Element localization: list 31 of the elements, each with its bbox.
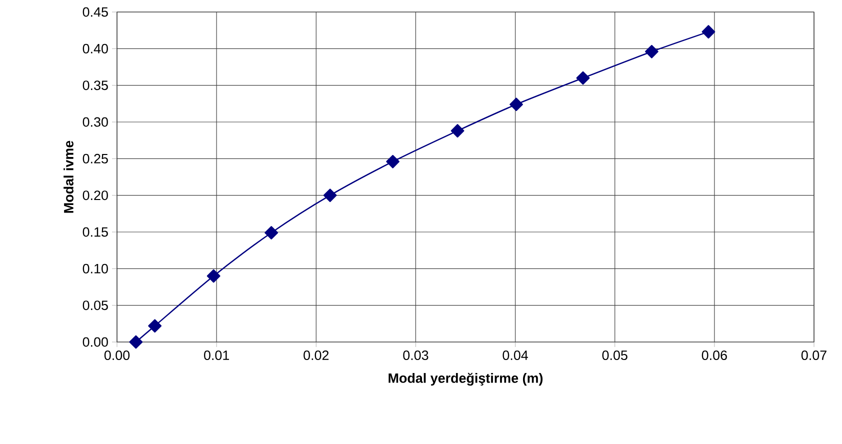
y-tick-label: 0.40 [82,44,108,54]
point [576,71,590,85]
x-tick-label: 0.05 [602,350,628,360]
y-tick-label: 0.00 [82,337,108,347]
y-tick-label: 0.15 [82,227,108,237]
point [702,25,716,39]
x-tick-label: 0.03 [403,350,428,360]
y-tick-label: 0.05 [82,300,108,310]
x-tick-label: 0.00 [104,350,130,360]
y-tick-label: 0.20 [82,190,108,200]
x-tick-label: 0.06 [702,350,727,360]
point [510,98,523,112]
x-tick-label: 0.01 [204,350,230,360]
point [264,226,278,240]
point [450,124,464,138]
y-tick-label: 0.25 [82,154,108,164]
y-tick-label: 0.10 [82,264,108,274]
x-tick-label: 0.02 [304,350,329,360]
x-axis-title: Modal yerdeğiştirme (m) [388,372,543,386]
point [206,269,220,283]
point [644,44,658,58]
point [323,188,337,202]
y-tick-label: 0.35 [82,80,108,90]
y-tick-label: 0.30 [82,117,108,127]
y-axis-title: Modal ivme [64,140,74,213]
x-tick-label: 0.04 [502,350,528,360]
point [148,319,162,333]
point [386,154,400,168]
y-tick-label: 0.45 [82,7,108,17]
x-tick-label: 0.07 [801,350,826,360]
point [129,335,143,349]
